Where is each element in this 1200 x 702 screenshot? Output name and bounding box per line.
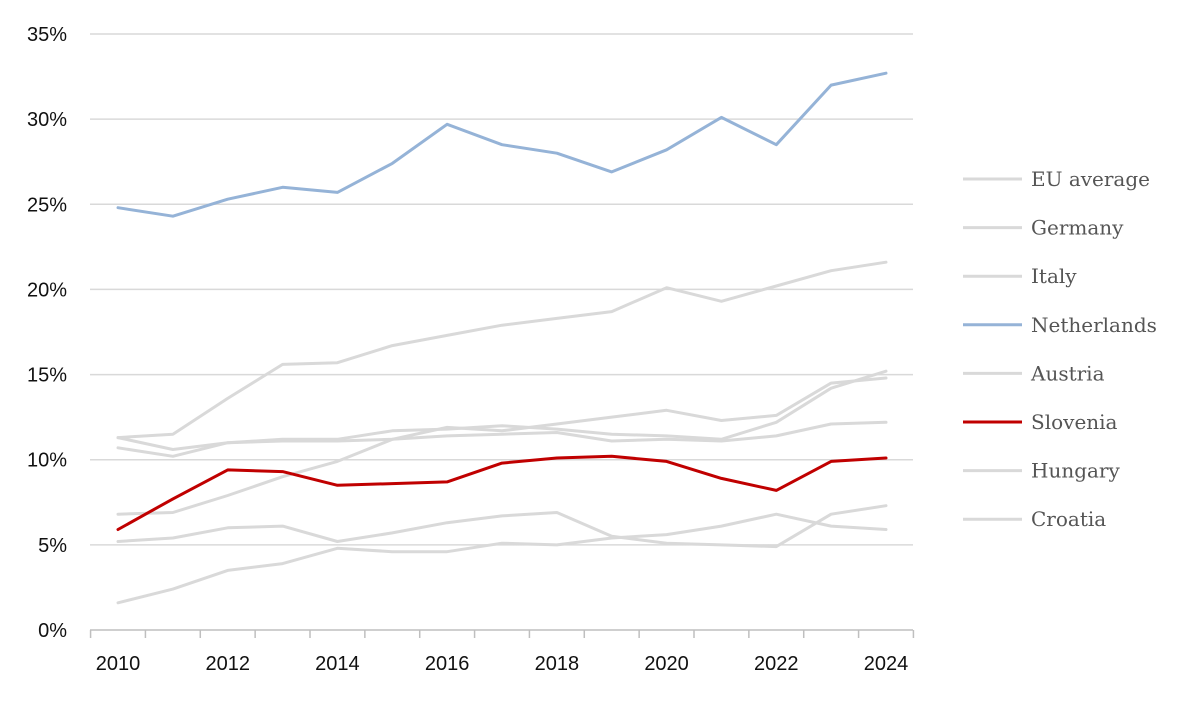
y-tick-label: 5% — [38, 535, 67, 557]
y-tick-label: 15% — [27, 365, 67, 387]
y-tick-label: 25% — [27, 194, 67, 216]
y-tick-label: 30% — [27, 109, 67, 131]
legend-label-slovenia: Slovenia — [1031, 410, 1118, 434]
x-tick-label: 2012 — [205, 653, 250, 675]
legend-label-netherlands: Netherlands — [1031, 313, 1157, 337]
series-line-austria — [116, 376, 888, 516]
legend: EU average Germany Italy Netherlands Austria… — [963, 167, 1157, 531]
series-line-eu-average — [116, 420, 888, 458]
legend-label-italy: Italy — [1031, 264, 1077, 288]
series-line-hungary — [116, 512, 888, 605]
x-tick-label: 2024 — [864, 653, 909, 675]
y-tick-label: 10% — [27, 450, 67, 472]
x-axis-tick-labels: 2010 2012 2014 2016 2018 2020 2022 2024 — [96, 653, 909, 675]
y-tick-label: 0% — [38, 620, 67, 642]
gridlines — [90, 33, 913, 546]
legend-label-eu-average: EU average — [1031, 167, 1150, 191]
series-line-croatia — [116, 504, 888, 549]
x-tick-label: 2016 — [425, 653, 470, 675]
x-tick-label: 2014 — [315, 653, 360, 675]
legend-label-croatia: Croatia — [1031, 507, 1106, 531]
series-line-italy — [116, 260, 888, 440]
x-axis — [89, 629, 915, 638]
x-tick-label: 2018 — [535, 653, 580, 675]
legend-label-austria: Austria — [1030, 361, 1105, 385]
y-tick-label: 35% — [27, 24, 67, 46]
series-line-germany — [116, 369, 888, 451]
y-tick-label: 20% — [27, 279, 67, 301]
legend-label-hungary: Hungary — [1031, 459, 1120, 483]
series-lines — [116, 71, 888, 605]
x-tick-label: 2020 — [644, 653, 689, 675]
x-tick-label: 2022 — [754, 653, 799, 675]
series-line-netherlands — [116, 71, 888, 218]
legend-label-germany: Germany — [1031, 216, 1124, 240]
y-axis-tick-labels: 0% 5% 10% 15% 20% 25% 30% 35% — [27, 24, 67, 642]
x-tick-label: 2010 — [96, 653, 141, 675]
series-line-slovenia — [116, 454, 888, 531]
